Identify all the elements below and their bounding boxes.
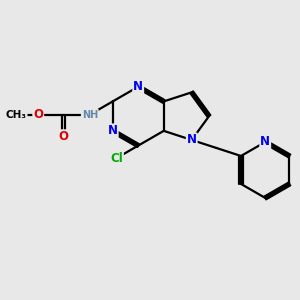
Text: N: N [260,136,270,148]
Text: Cl: Cl [110,152,123,165]
Text: NH: NH [82,110,98,120]
Text: N: N [133,80,143,93]
Text: N: N [187,134,197,146]
Text: O: O [33,108,43,121]
Text: O: O [58,130,68,143]
Text: N: N [108,124,118,137]
Text: CH₃: CH₃ [6,110,27,120]
